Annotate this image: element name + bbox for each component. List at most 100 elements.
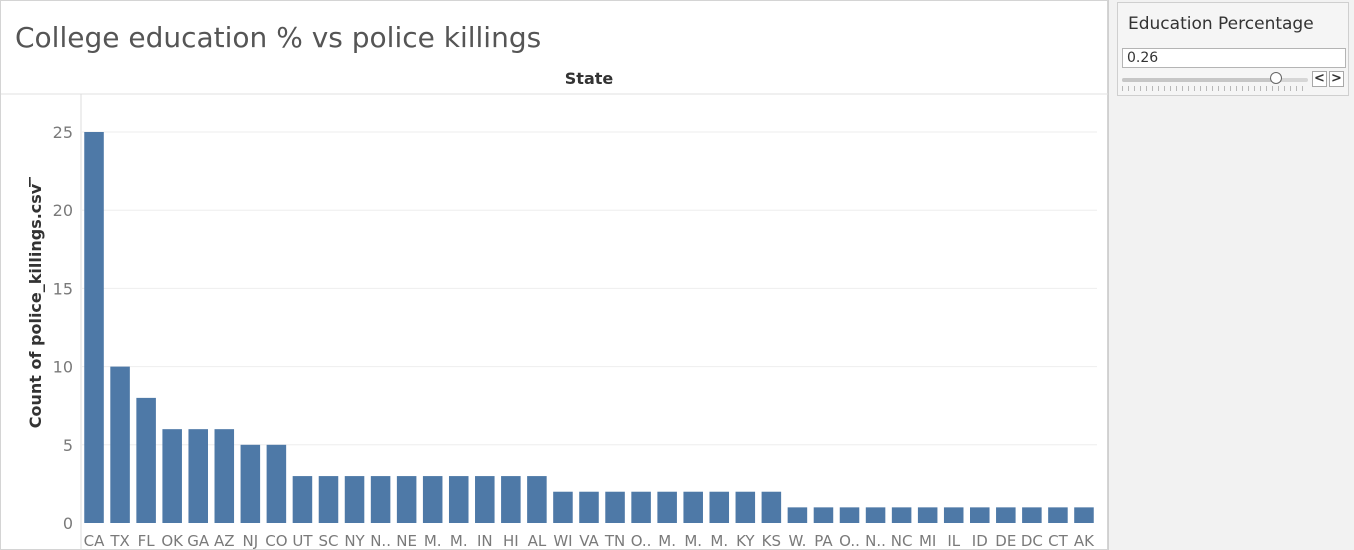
x-tick-label: NY bbox=[344, 532, 365, 550]
bar bbox=[943, 507, 964, 523]
bar bbox=[396, 476, 417, 523]
bar bbox=[813, 507, 834, 523]
x-tick-label: MI bbox=[919, 532, 936, 550]
y-tick-label: 0 bbox=[63, 514, 73, 533]
bar-chart: State 0 5 10 15 20 25 Count of police_killings.… bbox=[1, 69, 1109, 550]
x-tick-label: PA bbox=[814, 532, 833, 550]
bar bbox=[448, 476, 469, 523]
x-tick-label: N.. bbox=[370, 532, 391, 550]
x-tick-label: AZ bbox=[214, 532, 235, 550]
x-tick-label: M. bbox=[658, 532, 676, 550]
previous-value-button[interactable]: < bbox=[1312, 71, 1327, 87]
bar bbox=[266, 444, 287, 523]
x-tick-label: IN bbox=[477, 532, 493, 550]
x-tick-label: WI bbox=[553, 532, 572, 550]
bar bbox=[631, 491, 651, 523]
worksheet: College education % vs police killings S… bbox=[0, 0, 1109, 550]
sort-descending-icon[interactable] bbox=[29, 177, 31, 187]
x-tick-label: UT bbox=[292, 532, 313, 550]
x-tick-label: O.. bbox=[839, 532, 860, 550]
filter-pane: Education Percentage < > bbox=[1108, 0, 1354, 550]
x-tick-label: AK bbox=[1074, 532, 1095, 550]
bar bbox=[579, 491, 599, 523]
x-tick-label: O.. bbox=[631, 532, 652, 550]
bar bbox=[188, 429, 208, 523]
bar bbox=[839, 507, 860, 523]
x-tick-label: TX bbox=[109, 532, 129, 550]
x-tick-label: FL bbox=[138, 532, 156, 550]
x-tick-label: NC bbox=[891, 532, 913, 550]
x-tick-label: SC bbox=[318, 532, 338, 550]
x-tick-label: TN bbox=[604, 532, 625, 550]
slider-thumb[interactable] bbox=[1270, 72, 1283, 84]
slider-fill bbox=[1122, 78, 1277, 82]
y-tick-label: 5 bbox=[63, 436, 73, 455]
x-tick-label: ID bbox=[972, 532, 988, 550]
bar bbox=[1074, 507, 1094, 523]
bar bbox=[318, 476, 339, 523]
bar bbox=[84, 132, 104, 523]
filter-title: Education Percentage bbox=[1128, 14, 1314, 34]
bar bbox=[214, 429, 235, 523]
x-tick-label: AL bbox=[528, 532, 547, 550]
x-tick-label: CT bbox=[1048, 532, 1068, 550]
bar bbox=[891, 507, 912, 523]
x-tick-label: M. bbox=[710, 532, 728, 550]
y-tick-label: 25 bbox=[53, 123, 73, 142]
bar bbox=[865, 507, 886, 523]
x-tick-label: W. bbox=[788, 532, 806, 550]
x-tick-label: NJ bbox=[243, 532, 259, 550]
y-tick-label: 10 bbox=[53, 358, 73, 377]
x-tick-label: N.. bbox=[865, 532, 886, 550]
bar bbox=[709, 491, 730, 523]
bar bbox=[162, 429, 182, 523]
bar bbox=[996, 507, 1016, 523]
bar bbox=[1022, 507, 1042, 523]
x-tick-label: HI bbox=[503, 532, 519, 550]
bar bbox=[787, 507, 808, 523]
education-percentage-input[interactable] bbox=[1122, 48, 1346, 68]
bar bbox=[1048, 507, 1068, 523]
bar bbox=[501, 476, 521, 523]
x-tick-label: KY bbox=[736, 532, 755, 550]
bar bbox=[292, 476, 313, 523]
bar bbox=[605, 491, 625, 523]
page-title: College education % vs police killings bbox=[15, 21, 542, 54]
x-tick-label: IL bbox=[947, 532, 960, 550]
bar bbox=[344, 476, 365, 523]
x-tick-label: DE bbox=[995, 532, 1016, 550]
bar bbox=[761, 491, 782, 523]
x-tick-label: M. bbox=[684, 532, 702, 550]
bar bbox=[136, 397, 156, 523]
x-tick-label: DC bbox=[1021, 532, 1043, 550]
bar bbox=[110, 366, 130, 523]
x-tick-label: M. bbox=[450, 532, 468, 550]
bar bbox=[970, 507, 990, 523]
bar bbox=[475, 476, 495, 523]
bar bbox=[370, 476, 391, 523]
x-tick-label: VA bbox=[579, 532, 599, 550]
bar bbox=[422, 476, 443, 523]
y-tick-label: 20 bbox=[53, 201, 73, 220]
x-tick-label: KS bbox=[762, 532, 781, 550]
y-tick-label: 15 bbox=[53, 279, 73, 298]
x-tick-label: GA bbox=[187, 532, 210, 550]
x-tick-label: OK bbox=[161, 532, 184, 550]
bar bbox=[917, 507, 938, 523]
x-tick-label: NE bbox=[396, 532, 417, 550]
x-tick-label: M. bbox=[424, 532, 442, 550]
x-tick-label: CO bbox=[265, 532, 287, 550]
bar bbox=[735, 491, 756, 523]
bar bbox=[240, 444, 261, 523]
column-header: State bbox=[565, 69, 614, 88]
x-tick-label: CA bbox=[84, 532, 105, 550]
filter-card: Education Percentage < > bbox=[1117, 2, 1349, 96]
bar bbox=[527, 476, 547, 523]
slider-track[interactable] bbox=[1122, 78, 1308, 82]
bar bbox=[553, 491, 573, 523]
next-value-button[interactable]: > bbox=[1329, 71, 1344, 87]
y-axis-title: Count of police_killings.csv bbox=[26, 183, 45, 428]
slider-ticks bbox=[1122, 86, 1308, 91]
bar bbox=[683, 491, 703, 523]
